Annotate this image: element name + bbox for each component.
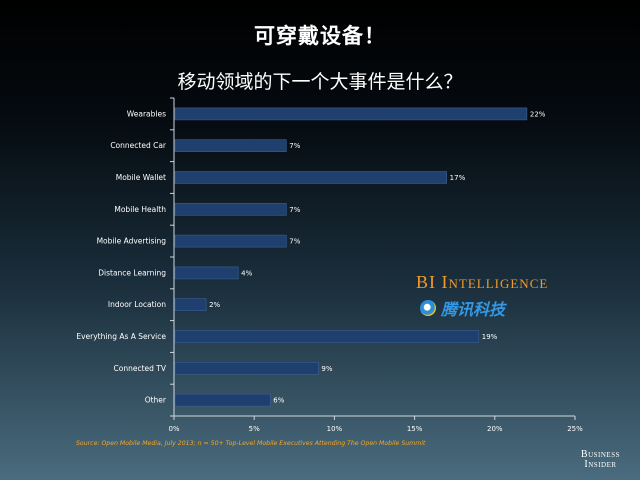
value-label: 7% [289, 142, 300, 150]
bar [174, 234, 287, 248]
category-label: Connected TV [114, 364, 167, 373]
source-note: Source: Open Mobile Media, July 2013; n … [76, 440, 426, 447]
tencent-tech-label: 腾讯科技 [441, 300, 506, 319]
bar [174, 139, 287, 152]
category-label: Connected Car [110, 141, 167, 150]
value-label: 19% [482, 333, 498, 341]
tencent-logo-icon [420, 300, 436, 316]
value-label: 7% [289, 206, 300, 214]
tencent-tech-watermark: 腾讯科技 [420, 296, 505, 320]
category-label: Wearables [127, 109, 166, 118]
bar [174, 171, 447, 184]
category-label: Mobile Advertising [97, 237, 167, 246]
bar [174, 298, 207, 312]
brand-line-1: Business [580, 449, 620, 460]
bi-intelligence-watermark: BI Intelligence [416, 272, 549, 292]
value-label: 2% [209, 301, 220, 309]
x-tick-label: 25% [567, 425, 583, 433]
business-insider-logo: Business Insider [581, 450, 620, 470]
category-label: Everything As A Service [76, 332, 166, 341]
bar [174, 361, 319, 375]
value-label: 6% [273, 397, 284, 405]
category-label: Other [145, 396, 167, 405]
category-label: Mobile Health [114, 205, 166, 214]
x-tick-label: 0% [168, 425, 179, 433]
x-tick-label: 20% [487, 425, 503, 433]
bar [174, 203, 287, 216]
bar [174, 107, 528, 121]
x-tick-label: 15% [407, 425, 423, 433]
value-label: 9% [321, 365, 332, 373]
bar [174, 266, 239, 280]
chart-title: 移动领域的下一个大事件是什么？ [177, 71, 463, 93]
bar [174, 330, 480, 343]
value-label: 22% [530, 110, 546, 118]
category-label: Mobile Wallet [116, 173, 166, 182]
category-label: Distance Learning [98, 268, 166, 277]
brand-line-2: Insider [584, 459, 617, 470]
value-label: 17% [450, 174, 466, 182]
x-tick-label: 10% [327, 425, 343, 433]
bar [174, 393, 271, 407]
category-label: Indoor Location [108, 300, 166, 309]
slide-title: 可穿戴设备！ [254, 24, 386, 48]
value-label: 7% [289, 238, 300, 246]
x-tick-label: 5% [249, 425, 260, 433]
value-label: 4% [241, 269, 252, 277]
